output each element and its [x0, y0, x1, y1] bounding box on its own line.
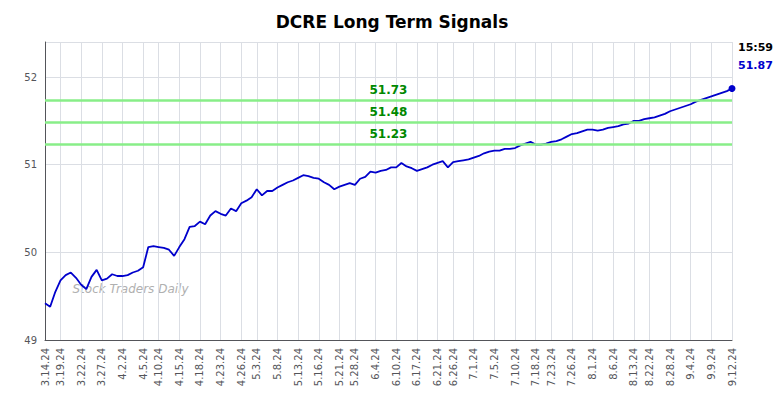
svg-text:51.87: 51.87 — [738, 59, 773, 72]
svg-text:3.22.24: 3.22.24 — [76, 348, 87, 386]
svg-text:6.21.24: 6.21.24 — [432, 348, 443, 386]
svg-text:7.10.24: 7.10.24 — [510, 348, 521, 386]
svg-text:DCRE Long Term Signals: DCRE Long Term Signals — [276, 12, 509, 32]
svg-text:3.19.24: 3.19.24 — [55, 348, 66, 386]
svg-text:4.26.24: 4.26.24 — [236, 348, 247, 386]
svg-text:51.23: 51.23 — [370, 127, 408, 141]
svg-text:51: 51 — [24, 159, 37, 170]
svg-text:8.22.24: 8.22.24 — [644, 348, 655, 386]
svg-text:6.4.24: 6.4.24 — [370, 348, 381, 380]
svg-text:6.26.24: 6.26.24 — [448, 348, 459, 386]
svg-text:51.73: 51.73 — [370, 83, 408, 97]
svg-text:5.21.24: 5.21.24 — [334, 348, 345, 386]
svg-text:9.9.24: 9.9.24 — [706, 348, 717, 380]
svg-text:6.17.24: 6.17.24 — [411, 348, 422, 386]
svg-text:50: 50 — [24, 247, 37, 258]
svg-text:7.1.24: 7.1.24 — [468, 348, 479, 380]
svg-text:Stock Traders Daily: Stock Traders Daily — [72, 282, 189, 296]
svg-text:5.8.24: 5.8.24 — [272, 348, 283, 380]
svg-text:9.4.24: 9.4.24 — [685, 348, 696, 380]
svg-text:4.5.24: 4.5.24 — [138, 348, 149, 380]
svg-text:3.27.24: 3.27.24 — [96, 348, 107, 386]
svg-text:4.2.24: 4.2.24 — [117, 348, 128, 380]
svg-text:4.10.24: 4.10.24 — [153, 348, 164, 386]
svg-text:4.23.24: 4.23.24 — [215, 348, 226, 386]
svg-text:7.26.24: 7.26.24 — [566, 348, 577, 386]
svg-text:15:59: 15:59 — [738, 41, 773, 54]
svg-text:4.18.24: 4.18.24 — [194, 348, 205, 386]
svg-text:6.10.24: 6.10.24 — [391, 348, 402, 386]
svg-text:3.14.24: 3.14.24 — [40, 348, 51, 386]
svg-text:51.48: 51.48 — [370, 105, 408, 119]
svg-text:5.28.24: 5.28.24 — [349, 348, 360, 386]
svg-text:8.13.24: 8.13.24 — [628, 348, 639, 386]
svg-text:49: 49 — [24, 335, 37, 346]
svg-text:8.1.24: 8.1.24 — [587, 348, 598, 380]
svg-text:7.5.24: 7.5.24 — [489, 348, 500, 380]
svg-text:9.12.24: 9.12.24 — [727, 348, 738, 386]
svg-text:7.18.24: 7.18.24 — [530, 348, 541, 386]
svg-text:8.28.24: 8.28.24 — [665, 348, 676, 386]
svg-text:5.3.24: 5.3.24 — [251, 348, 262, 380]
svg-text:5.16.24: 5.16.24 — [313, 348, 324, 386]
svg-text:5.13.24: 5.13.24 — [293, 348, 304, 386]
svg-text:4.15.24: 4.15.24 — [174, 348, 185, 386]
svg-text:52: 52 — [24, 72, 37, 83]
svg-text:7.23.24: 7.23.24 — [546, 348, 557, 386]
svg-text:8.6.24: 8.6.24 — [608, 348, 619, 380]
